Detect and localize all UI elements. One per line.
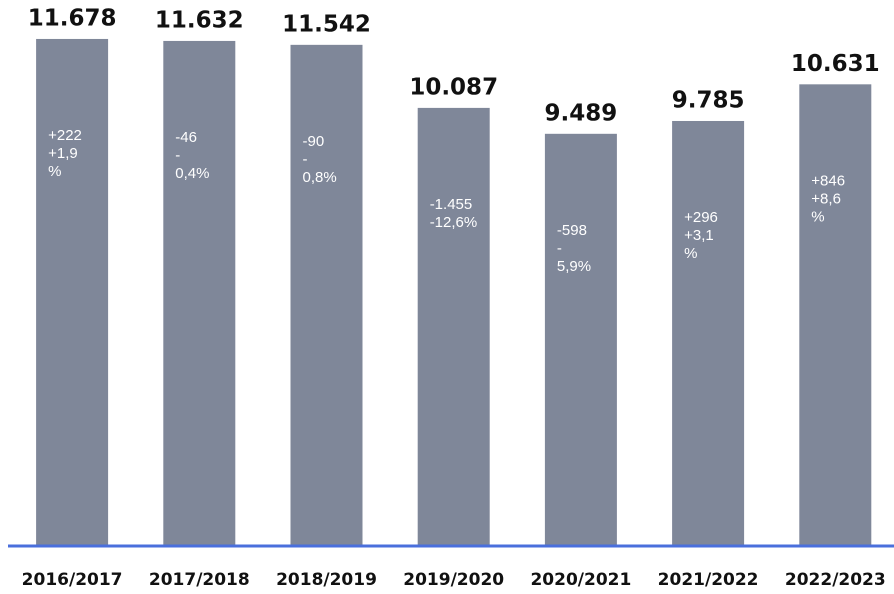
change-label: 0,4% (175, 165, 209, 182)
change-label: +846 (811, 172, 845, 189)
value-label: 10.087 (409, 74, 498, 100)
change-label: +1,9 (48, 145, 78, 162)
bar (672, 120, 745, 545)
bar (417, 107, 490, 545)
x-tick-label: 2021/2022 (658, 570, 759, 590)
change-label: - (175, 147, 180, 164)
change-label: -1.455 (430, 196, 473, 213)
change-label: +296 (684, 209, 718, 226)
x-tick-label: 2016/2017 (22, 570, 123, 590)
x-tick-label: 2018/2019 (276, 570, 377, 590)
value-label: 10.631 (791, 51, 880, 77)
value-label: 11.632 (155, 7, 244, 33)
change-label: +8,6 (811, 190, 841, 207)
change-label: +222 (48, 127, 82, 144)
bar (290, 44, 363, 545)
change-label: -90 (303, 133, 325, 150)
change-label: -598 (557, 222, 587, 239)
bar (544, 133, 617, 545)
value-label: 11.542 (282, 11, 371, 37)
change-label: % (811, 208, 824, 225)
value-label: 11.678 (28, 5, 117, 31)
x-tick-label: 2020/2021 (530, 570, 631, 590)
change-label: +3,1 (684, 227, 714, 244)
value-label: 9.489 (545, 100, 618, 126)
change-label: - (303, 151, 308, 168)
change-label: 0,8% (303, 169, 337, 186)
change-label: -12,6% (430, 214, 478, 231)
x-tick-label: 2022/2023 (785, 570, 886, 590)
bar (36, 38, 109, 545)
value-label: 9.785 (672, 87, 745, 113)
x-tick-label: 2017/2018 (149, 570, 250, 590)
change-label: -46 (175, 129, 197, 146)
bar (163, 40, 236, 546)
bar (799, 84, 872, 545)
change-label: % (684, 245, 697, 262)
change-label: % (48, 163, 61, 180)
change-label: - (557, 240, 562, 257)
x-tick-label: 2019/2020 (403, 570, 504, 590)
change-label: 5,9% (557, 258, 591, 275)
